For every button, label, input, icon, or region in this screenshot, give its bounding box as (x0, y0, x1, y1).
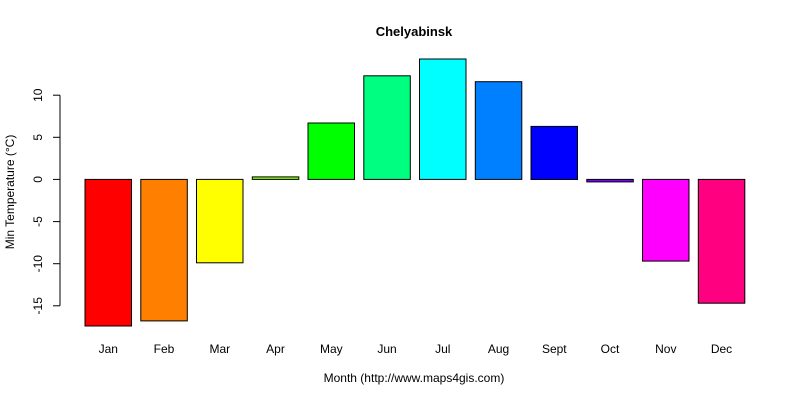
bar-aug (474, 81, 523, 180)
bar-mar (196, 178, 244, 264)
x-tick-label-may: May (320, 342, 343, 356)
x-tick-label-jun: Jun (377, 342, 396, 356)
y-axis-title: Min Temperature (°C) (3, 135, 17, 250)
y-tick-label: -15 (31, 297, 45, 315)
x-tick-label-nov: Nov (655, 342, 676, 356)
bar-nov (642, 178, 690, 262)
bar-feb (140, 178, 188, 322)
chart-title: Chelyabinsk (376, 24, 453, 39)
x-tick-label-jul: Jul (435, 342, 450, 356)
bars-group (84, 58, 746, 327)
x-tick-label-dec: Dec (711, 342, 732, 356)
y-tick-label: -10 (31, 255, 45, 273)
bar-jan (84, 178, 132, 327)
bar-apr (251, 176, 300, 180)
x-tick-label-apr: Apr (266, 342, 285, 356)
x-tick-label-oct: Oct (601, 342, 620, 356)
bar-jul (419, 58, 467, 180)
bar-jun (363, 75, 411, 180)
bar-may (307, 122, 355, 180)
x-axis-labels: Jan Feb Mar Apr May Jun Jul Aug Sept Oct Nov Dec (99, 342, 733, 356)
x-tick-label-mar: Mar (209, 342, 230, 356)
y-tick-label: 5 (31, 134, 45, 141)
x-tick-label-sept: Sept (542, 342, 567, 356)
x-tick-label-jan: Jan (99, 342, 118, 356)
x-axis-title: Month (http://www.maps4gis.com) (324, 371, 505, 385)
y-tick-label: 0 (31, 176, 45, 183)
x-tick-label-aug: Aug (488, 342, 509, 356)
x-tick-label-feb: Feb (154, 342, 175, 356)
bar-dec (697, 178, 746, 304)
y-tick-label: 10 (31, 88, 45, 102)
bar-sept (530, 125, 578, 180)
y-axis: -15 -10 -5 0 5 10 (31, 88, 61, 315)
y-tick-label: -5 (31, 216, 45, 227)
bar-oct (586, 178, 634, 183)
